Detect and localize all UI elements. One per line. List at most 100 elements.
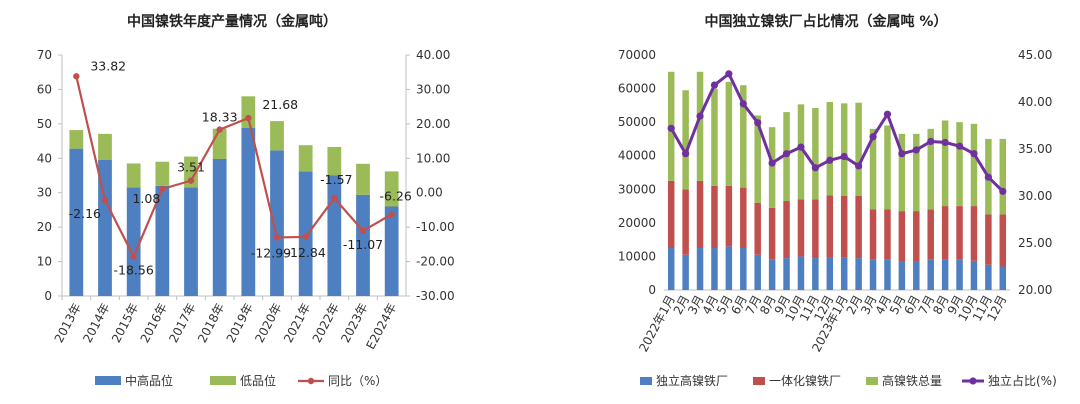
- chart2-x-tick-label: 2022年1月: [636, 293, 678, 354]
- chart2-bar-integrated: [725, 185, 733, 247]
- chart2-bar-independent: [855, 258, 862, 290]
- chart2-right-tick-label: 20.00: [1018, 283, 1052, 297]
- chart1-x-tick-label: 2022年: [310, 301, 342, 345]
- chart2-bar-integrated: [768, 207, 776, 260]
- chart1-bar-low-grade: [212, 128, 227, 159]
- chart2-bar-total: [927, 128, 934, 210]
- chart1-bar-low-grade: [98, 133, 112, 160]
- chart1-line: [73, 73, 395, 260]
- chart2-left-tick-label: 30000: [618, 182, 656, 196]
- chart2-bar-independent: [884, 259, 891, 290]
- chart1-right-tick-label: 0.00: [416, 186, 443, 200]
- chart1-yoy-point: [187, 177, 195, 184]
- chart1-legend-marker: [307, 377, 315, 385]
- chart2-share-point: [725, 70, 733, 78]
- chart2-bar-total: [711, 88, 718, 186]
- chart2-bar-total: [797, 104, 805, 200]
- chart2-bar-independent: [740, 248, 747, 290]
- chart1-bar-mid-high: [384, 206, 399, 296]
- chart2-share-point: [739, 100, 747, 108]
- chart2-bar-total: [826, 102, 834, 196]
- chart1-x-tick-label: 2018年: [195, 301, 227, 345]
- chart2-legend-swatch: [640, 377, 652, 385]
- chart1-bar-mid-high: [126, 187, 141, 296]
- chart2-bar-integrated: [696, 180, 704, 249]
- chart2-bar-independent: [797, 256, 805, 290]
- chart1-bar-low-grade: [327, 146, 342, 176]
- chart1-x-tick-label: 2016年: [138, 301, 170, 345]
- chart2-bar-integrated: [711, 185, 718, 249]
- chart2-bar-total: [682, 90, 689, 190]
- chart1-legend-swatch: [210, 376, 236, 385]
- chart2-bar-integrated: [783, 201, 790, 259]
- chart2-bar-integrated: [884, 209, 891, 260]
- chart2-bar-total: [840, 103, 848, 196]
- chart2-right-tick-label: 25.00: [1018, 236, 1052, 250]
- chart1-bar-mid-high: [212, 158, 227, 296]
- chart2-left-tick-label: 0: [648, 283, 656, 297]
- chart2-bar-integrated: [667, 180, 675, 249]
- chart2-legend-label: 独立占比(%): [988, 373, 1057, 388]
- chart2-bar-independent: [840, 257, 848, 290]
- chart2-bars: [667, 71, 1007, 290]
- chart1-x-tick-label: 2017年: [166, 301, 198, 345]
- chart1-left-tick-label: 50: [37, 117, 52, 131]
- chart1-bar-low-grade: [356, 163, 370, 195]
- chart1-yoy-point: [302, 233, 309, 241]
- chart2-share-point: [768, 159, 776, 167]
- chart2-share-line: [669, 71, 1004, 193]
- chart1-left-tick-label: 20: [37, 220, 52, 234]
- chart2-share-point: [999, 187, 1007, 195]
- chart2-share-point: [710, 81, 719, 89]
- chart1-bar-mid-high: [298, 171, 313, 296]
- chart1-data-label: -6.26: [379, 188, 411, 203]
- chart1-bar-mid-high: [270, 150, 284, 296]
- chart2-legend-label: 一体化镍铁厂: [769, 374, 841, 388]
- chart2-bar-independent: [826, 257, 834, 290]
- chart1-yoy-point: [216, 126, 223, 133]
- chart1-bars: [69, 96, 399, 296]
- chart2-bar-independent: [812, 258, 819, 290]
- chart2-bar-total: [941, 120, 949, 207]
- chart2-share-point: [811, 164, 819, 172]
- chart1-yoy-point: [73, 73, 80, 80]
- chart1-data-label: 3.51: [177, 160, 205, 175]
- chart2-bar-total: [754, 115, 761, 203]
- chart1-legend-label: 中高品位: [125, 373, 173, 388]
- chart2-share-point: [797, 143, 805, 151]
- chart2-share-point: [941, 138, 949, 147]
- chart1-yoy-point: [359, 227, 367, 235]
- chart1-bar-mid-high: [69, 148, 84, 296]
- chart2-bar-total: [768, 127, 776, 208]
- chart2-bar-independent: [783, 258, 790, 290]
- chart1-yoy-point: [331, 194, 338, 202]
- chart2-bar-total: [898, 133, 906, 212]
- chart1-right-tick-label: 10.00: [416, 151, 450, 165]
- chart1-yoy-point: [159, 185, 166, 193]
- chart1-yoy-point: [388, 211, 395, 218]
- chart2-share-point: [826, 156, 834, 164]
- chart1-bar-mid-high: [184, 187, 198, 296]
- chart2-share-point: [912, 146, 920, 154]
- chart2-share-point: [955, 142, 964, 150]
- chart1-bar-low-grade: [184, 156, 198, 188]
- chart1-x-tick-label: 2014年: [80, 301, 112, 345]
- chart1-right-tick-label: 40.00: [416, 48, 450, 62]
- annual-production-chart: 中国镍铁年度产量情况（金属吨） 0 10 20 30 40 50 60 70 -30.00 -20…: [37, 13, 455, 388]
- chart1-data-label: 33.82: [90, 58, 126, 73]
- chart2-right-tick-label: 35.00: [1018, 142, 1052, 156]
- chart2-share-point: [970, 150, 978, 158]
- chart1-bar-low-grade: [270, 121, 284, 151]
- chart2-bar-total: [812, 108, 819, 200]
- chart2-bar-independent: [956, 259, 963, 290]
- chart2-left-tick-label: 40000: [618, 149, 656, 163]
- chart1-bar-low-grade: [241, 96, 256, 128]
- chart2-legend: 独立高镍铁厂 一体化镍铁厂 高镍铁总量 独立占比(%): [640, 373, 1057, 388]
- chart2-bar-independent: [970, 260, 978, 290]
- chart1-yoy-point: [130, 253, 137, 260]
- chart2-right-tick-label: 30.00: [1018, 189, 1052, 203]
- chart2-left-tick-label: 10000: [618, 249, 656, 263]
- chart2-share-point: [696, 112, 704, 120]
- chart2-left-tick-label: 20000: [618, 216, 656, 230]
